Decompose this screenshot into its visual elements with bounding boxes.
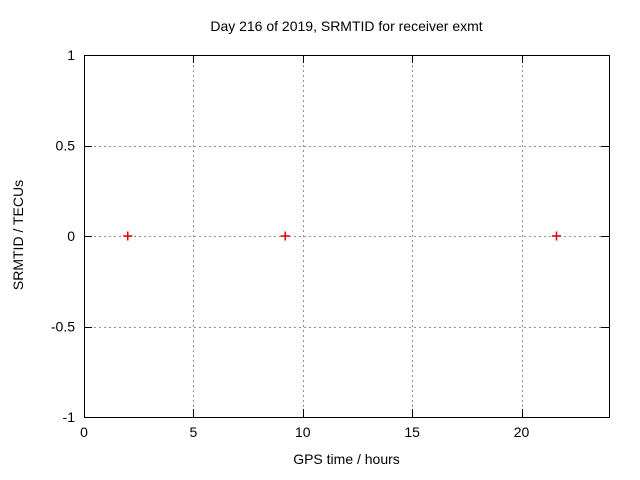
y-tick-label: 0.5 <box>56 138 76 154</box>
x-tick-label: 5 <box>189 424 197 440</box>
x-tick-label: 20 <box>514 424 530 440</box>
x-tick-label: 0 <box>80 424 88 440</box>
x-axis-label: GPS time / hours <box>293 451 400 467</box>
y-tick-label: -0.5 <box>51 319 75 335</box>
x-tick-label: 10 <box>295 424 311 440</box>
y-tick-label: -1 <box>63 409 76 425</box>
y-tick-label: 1 <box>67 47 75 63</box>
x-tick-label: 15 <box>404 424 420 440</box>
chart-title: Day 216 of 2019, SRMTID for receiver exm… <box>210 18 483 34</box>
y-tick-label: 0 <box>67 228 75 244</box>
